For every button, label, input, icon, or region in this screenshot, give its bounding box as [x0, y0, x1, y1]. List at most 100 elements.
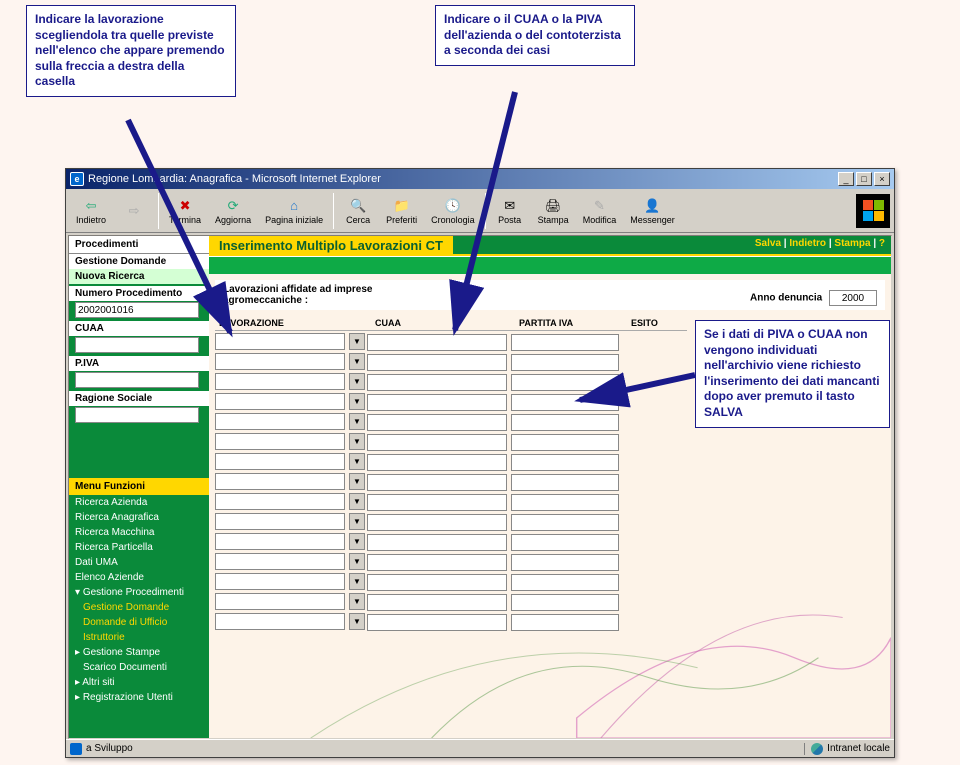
row-piva-input[interactable]	[511, 554, 619, 571]
dropdown-button[interactable]: ▼	[349, 473, 365, 490]
lavorazione-input[interactable]	[215, 573, 345, 590]
sidebar-item[interactable]: Ricerca Particella	[69, 540, 209, 555]
sidebar-nuova-ricerca[interactable]: Nuova Ricerca	[69, 269, 209, 284]
lavorazione-input[interactable]	[215, 613, 345, 630]
dropdown-button[interactable]: ▼	[349, 453, 365, 470]
sidebar-item[interactable]: Ricerca Macchina	[69, 525, 209, 540]
sidebar-sub-item[interactable]: Gestione Domande	[77, 600, 209, 615]
sidebar-item[interactable]: Dati UMA	[69, 555, 209, 570]
stop-button[interactable]: ✖Termina	[163, 195, 207, 227]
dropdown-button[interactable]: ▼	[349, 333, 365, 350]
row-cuaa-input[interactable]	[367, 394, 507, 411]
salva-link[interactable]: Salva	[755, 238, 781, 249]
anno-input[interactable]	[829, 290, 877, 306]
close-button[interactable]: ×	[874, 172, 890, 186]
stampa-link[interactable]: Stampa	[834, 238, 870, 249]
row-piva-input[interactable]	[511, 474, 619, 491]
lavorazione-input[interactable]	[215, 553, 345, 570]
maximize-button[interactable]: □	[856, 172, 872, 186]
row-cuaa-input[interactable]	[367, 474, 507, 491]
dropdown-button[interactable]: ▼	[349, 513, 365, 530]
help-link[interactable]: ?	[879, 238, 885, 249]
row-cuaa-input[interactable]	[367, 354, 507, 371]
lavorazione-input[interactable]	[215, 413, 345, 430]
dropdown-button[interactable]: ▼	[349, 573, 365, 590]
piva-input[interactable]	[75, 372, 199, 388]
cuaa-input[interactable]	[75, 337, 199, 353]
row-cuaa-input[interactable]	[367, 534, 507, 551]
row-piva-input[interactable]	[511, 534, 619, 551]
refresh-button[interactable]: ⟳Aggiorna	[209, 195, 257, 227]
row-cuaa-input[interactable]	[367, 434, 507, 451]
dropdown-button[interactable]: ▼	[349, 393, 365, 410]
lavorazione-input[interactable]	[215, 493, 345, 510]
gestione-procedimenti[interactable]: ▾ Gestione Procedimenti	[69, 585, 209, 600]
row-piva-input[interactable]	[511, 354, 619, 371]
lavorazione-input[interactable]	[215, 393, 345, 410]
scarico-documenti[interactable]: Scarico Documenti	[69, 660, 209, 675]
lavorazione-input[interactable]	[215, 353, 345, 370]
row-cuaa-input[interactable]	[367, 594, 507, 611]
dropdown-button[interactable]: ▼	[349, 613, 365, 630]
row-cuaa-input[interactable]	[367, 414, 507, 431]
dropdown-button[interactable]: ▼	[349, 373, 365, 390]
sidebar-gestione-domande[interactable]: Gestione Domande	[69, 254, 209, 269]
lavorazione-input[interactable]	[215, 593, 345, 610]
history-button[interactable]: 🕓Cronologia	[425, 195, 481, 227]
home-button[interactable]: ⌂Pagina iniziale	[259, 195, 329, 227]
lavorazione-input[interactable]	[215, 433, 345, 450]
dropdown-button[interactable]: ▼	[349, 593, 365, 610]
row-piva-input[interactable]	[511, 614, 619, 631]
row-piva-input[interactable]	[511, 454, 619, 471]
lavorazione-input[interactable]	[215, 453, 345, 470]
sidebar-sub-item[interactable]: Domande di Ufficio	[77, 615, 209, 630]
row-cuaa-input[interactable]	[367, 514, 507, 531]
dropdown-button[interactable]: ▼	[349, 493, 365, 510]
sidebar-sub-item[interactable]: Istruttorie	[77, 630, 209, 645]
altri-siti[interactable]: ▸ Altri siti	[69, 675, 209, 690]
row-piva-input[interactable]	[511, 414, 619, 431]
dropdown-button[interactable]: ▼	[349, 413, 365, 430]
messenger-button[interactable]: 👤Messenger	[624, 195, 681, 227]
row-piva-input[interactable]	[511, 514, 619, 531]
dropdown-button[interactable]: ▼	[349, 533, 365, 550]
row-piva-input[interactable]	[511, 334, 619, 351]
row-piva-input[interactable]	[511, 594, 619, 611]
lavorazione-input[interactable]	[215, 533, 345, 550]
numero-procedimento-input[interactable]	[75, 302, 199, 318]
registrazione-utenti[interactable]: ▸ Registrazione Utenti	[69, 690, 209, 705]
row-cuaa-input[interactable]	[367, 614, 507, 631]
print-button[interactable]: 🖨Stampa	[532, 195, 575, 227]
row-cuaa-input[interactable]	[367, 334, 507, 351]
lavorazione-input[interactable]	[215, 473, 345, 490]
edit-button[interactable]: ✎Modifica	[577, 195, 623, 227]
dropdown-button[interactable]: ▼	[349, 553, 365, 570]
row-piva-input[interactable]	[511, 374, 619, 391]
row-piva-input[interactable]	[511, 574, 619, 591]
ragione-sociale-input[interactable]	[75, 407, 199, 423]
row-piva-input[interactable]	[511, 394, 619, 411]
mail-button[interactable]: ✉Posta	[490, 195, 530, 227]
favorites-button[interactable]: 📁Preferiti	[380, 195, 423, 227]
minimize-button[interactable]: _	[838, 172, 854, 186]
row-cuaa-input[interactable]	[367, 454, 507, 471]
back-button[interactable]: ⇦Indietro	[70, 195, 112, 227]
indietro-link[interactable]: Indietro	[789, 238, 826, 249]
lavorazione-input[interactable]	[215, 373, 345, 390]
lavorazione-input[interactable]	[215, 513, 345, 530]
row-piva-input[interactable]	[511, 494, 619, 511]
row-cuaa-input[interactable]	[367, 574, 507, 591]
row-cuaa-input[interactable]	[367, 554, 507, 571]
lavorazione-input[interactable]	[215, 333, 345, 350]
gestione-stampe[interactable]: ▸ Gestione Stampe	[69, 645, 209, 660]
row-piva-input[interactable]	[511, 434, 619, 451]
forward-button[interactable]: ⇨	[114, 200, 154, 222]
sidebar-item[interactable]: Elenco Aziende	[69, 570, 209, 585]
row-cuaa-input[interactable]	[367, 494, 507, 511]
sidebar-item[interactable]: Ricerca Anagrafica	[69, 510, 209, 525]
dropdown-button[interactable]: ▼	[349, 433, 365, 450]
dropdown-button[interactable]: ▼	[349, 353, 365, 370]
search-button[interactable]: 🔍Cerca	[338, 195, 378, 227]
sidebar-item[interactable]: Ricerca Azienda	[69, 495, 209, 510]
row-cuaa-input[interactable]	[367, 374, 507, 391]
